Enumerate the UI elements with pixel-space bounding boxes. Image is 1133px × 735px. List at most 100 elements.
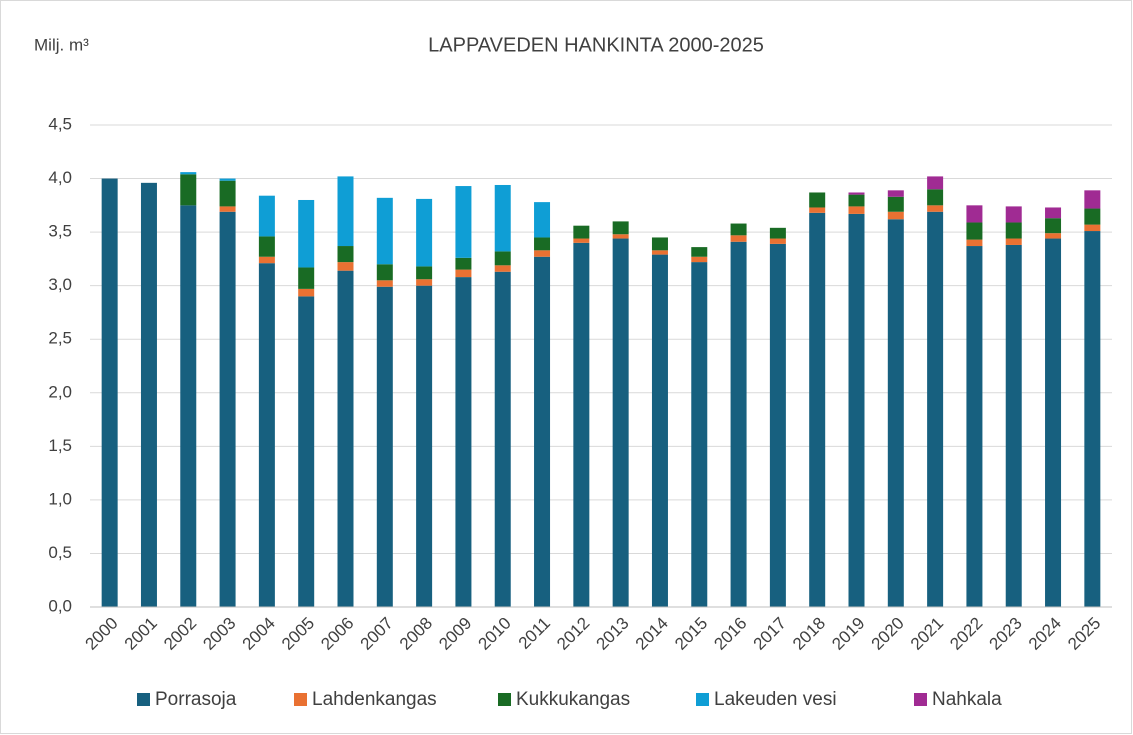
legend-swatch [498, 693, 511, 706]
bar-segment [455, 186, 472, 258]
bar-segment [534, 256, 551, 607]
legend-label: Lakeuden vesi [714, 689, 837, 710]
bar-segment [612, 238, 629, 607]
bar-segment [809, 192, 826, 208]
bar-segment [298, 288, 315, 297]
bar-segment [1084, 208, 1101, 225]
bar-segment [219, 178, 236, 181]
bar-segment [887, 196, 904, 212]
y-tick-label: 1,5 [48, 436, 72, 455]
bar-segment [416, 285, 433, 607]
bar-segment [887, 211, 904, 220]
bar-segment [534, 250, 551, 257]
bar-segment [337, 176, 354, 247]
bar-segment [298, 199, 315, 268]
bar-segment [1005, 222, 1022, 239]
legend-swatch [696, 693, 709, 706]
chart-title: LAPPAVEDEN HANKINTA 2000-2025 [428, 34, 764, 56]
bar-segment [376, 264, 393, 281]
bar-segment [730, 241, 747, 608]
bar-segment [337, 262, 354, 271]
legend-swatch [137, 693, 150, 706]
bar-segment [1005, 238, 1022, 245]
bar-segment [455, 269, 472, 278]
bar-segment [494, 265, 511, 272]
bar-segment [376, 197, 393, 265]
bar-segment [927, 176, 944, 190]
bar-segment [730, 223, 747, 236]
y-tick-label: 2,0 [48, 382, 72, 401]
bar-segment [180, 174, 197, 206]
bar-segment [848, 206, 865, 214]
bar-segment [887, 190, 904, 197]
bar-segment [337, 270, 354, 607]
legend-label: Lahdenkangas [312, 689, 437, 710]
bar-segment [691, 262, 708, 607]
bar-segment [651, 237, 668, 251]
bar-segment [573, 225, 590, 239]
bar-segment [848, 194, 865, 207]
bar-segment [1045, 233, 1062, 239]
y-tick-label: 4,0 [48, 168, 72, 187]
bar-segment [416, 266, 433, 280]
bar-segment [258, 263, 275, 607]
bar-segment [651, 250, 668, 255]
bar-segment [848, 213, 865, 607]
bar-segment [1005, 206, 1022, 223]
y-tick-label: 2,5 [48, 329, 72, 348]
bar-segment [1045, 207, 1062, 219]
bar-segment [927, 205, 944, 212]
bar-segment [494, 251, 511, 266]
legend-label: Kukkukangas [516, 689, 630, 710]
bar-segment [219, 211, 236, 607]
bar-segment [769, 227, 786, 239]
y-tick-label: 0,0 [48, 596, 72, 615]
y-tick-label: 1,0 [48, 489, 72, 508]
bar-segment [258, 195, 275, 237]
bar-segment [927, 189, 944, 206]
bar-segment [1045, 218, 1062, 234]
bar-segment [612, 221, 629, 235]
bar-segment [769, 238, 786, 244]
bar-segment [258, 236, 275, 257]
bar-segment [612, 234, 629, 239]
y-tick-label: 0,5 [48, 543, 72, 562]
bar-segment [416, 279, 433, 286]
bar-segment [651, 254, 668, 608]
bar-segment [337, 246, 354, 263]
bar-segment [494, 184, 511, 252]
bar-segment [219, 180, 236, 207]
bar-segment [101, 178, 118, 608]
bar-segment [1005, 244, 1022, 607]
bar-segment [258, 256, 275, 264]
bar-segment [573, 242, 590, 608]
bar-segment [1045, 238, 1062, 607]
bar-segment [376, 280, 393, 287]
bar-segment [927, 211, 944, 607]
legend-label: Porrasoja [155, 689, 237, 710]
bar-segment [298, 267, 315, 289]
bar-segment [140, 182, 157, 607]
bar-segment [1084, 224, 1101, 232]
bar-segment [1084, 231, 1101, 608]
bar-segment [573, 238, 590, 243]
bar-segment [966, 205, 983, 223]
bar-segment [455, 257, 472, 270]
y-axis-label: Milj. m³ [34, 35, 89, 54]
bar-segment [691, 256, 708, 263]
bar-segment [887, 219, 904, 607]
y-tick-label: 3,5 [48, 222, 72, 241]
y-tick-label: 4,5 [48, 114, 72, 133]
bar-segment [376, 286, 393, 607]
bar-segment [966, 246, 983, 607]
bar-segment [691, 247, 708, 257]
y-tick-label: 3,0 [48, 275, 72, 294]
bar-segment [494, 271, 511, 607]
bar-segment [1084, 190, 1101, 209]
bar-segment [534, 237, 551, 251]
bar-segment [809, 207, 826, 213]
bar-segment [966, 222, 983, 240]
bar-segment [180, 172, 197, 175]
bar-segment [416, 198, 433, 267]
